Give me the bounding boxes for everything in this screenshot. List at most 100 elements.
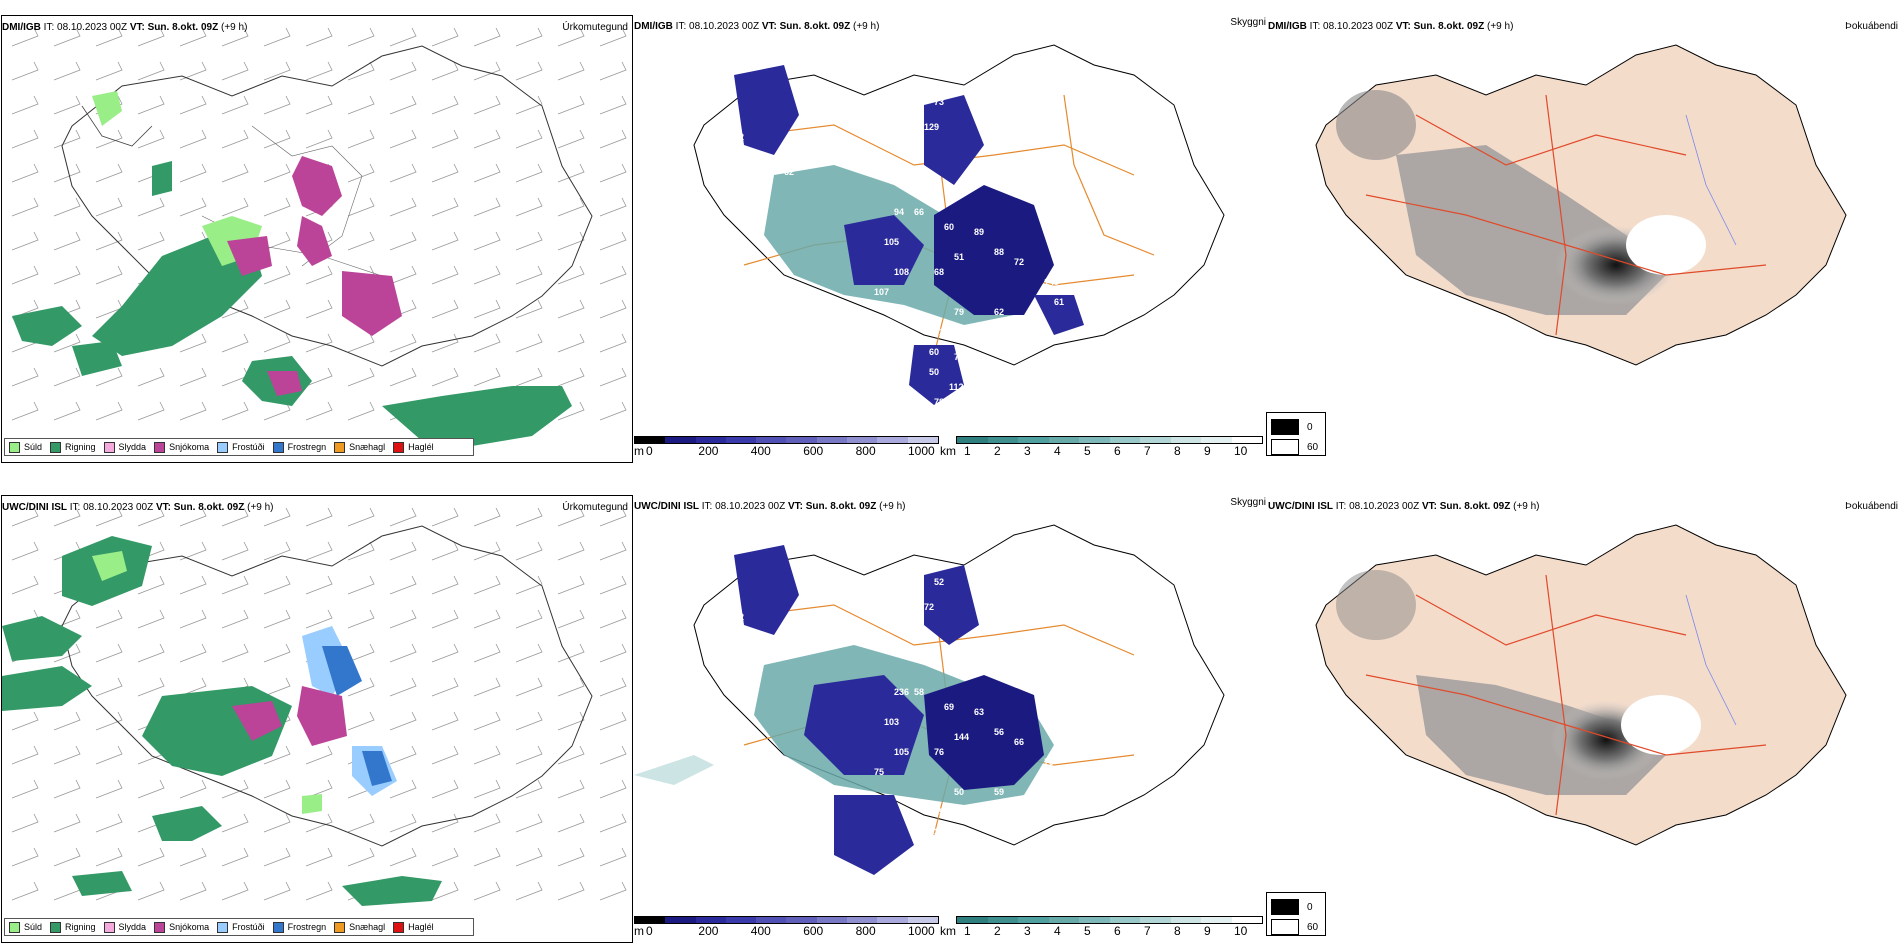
visibility-label: 61 xyxy=(1054,297,1064,307)
wind-barb xyxy=(263,847,291,867)
wind-barb xyxy=(347,541,375,561)
wind-barb xyxy=(53,61,81,81)
colorbar-cell xyxy=(1201,437,1232,443)
wind-barb xyxy=(599,779,627,799)
vis-colorbar-km-1 xyxy=(956,436,1263,444)
wind-barb xyxy=(137,231,165,251)
model-name: DMI/IGB xyxy=(2,22,41,33)
wind-barb xyxy=(11,95,39,115)
visibility-label: 94 xyxy=(894,207,904,217)
legend-label: Frostúði xyxy=(232,442,265,452)
wind-barb xyxy=(137,197,165,217)
wind-barb xyxy=(515,643,543,663)
wind-barb xyxy=(305,95,333,115)
wind-barb xyxy=(11,813,39,833)
wind-barb xyxy=(221,27,249,47)
colorbar-cell xyxy=(1170,917,1201,923)
wind-barb xyxy=(53,27,81,47)
wind-barb xyxy=(557,333,585,353)
precip-title-1: DMI/IGB IT: 08.10.2023 00Z VT: Sun. 8.ok… xyxy=(2,22,247,33)
colorbar-tick: 4 xyxy=(1054,444,1061,458)
wind-barb xyxy=(53,507,81,527)
wind-barb xyxy=(263,677,291,697)
wind-barb xyxy=(221,643,249,663)
wind-barb xyxy=(515,711,543,731)
wind-barb xyxy=(221,881,249,901)
wind-barb xyxy=(389,231,417,251)
wind-barb xyxy=(473,609,501,629)
colorbar-tick: 8 xyxy=(1174,444,1181,458)
wind-barb xyxy=(305,299,333,319)
wind-barb xyxy=(347,367,375,387)
colorbar-tick: 800 xyxy=(855,924,876,938)
legend-swatch xyxy=(272,441,284,453)
it-value: 08.10.2023 00Z xyxy=(57,22,128,33)
legend-label: Snjókoma xyxy=(169,442,210,452)
legend-label: Slydda xyxy=(118,442,147,452)
colorbar-tick: 7 xyxy=(1144,444,1151,458)
wind-barb xyxy=(305,575,333,595)
colorbar-tick: 600 xyxy=(803,444,824,458)
colorbar-cell xyxy=(725,917,757,923)
wind-barb xyxy=(515,197,543,217)
vt-value: Sun. 8.okt. 09Z xyxy=(173,502,245,513)
visibility-label: 89 xyxy=(974,227,984,237)
legend-item-súld: Súld xyxy=(9,441,42,453)
legend-item-frostúði: Frostúði xyxy=(217,921,265,933)
colorbar-cell xyxy=(665,917,696,923)
colorbar-unit: km xyxy=(940,924,956,938)
visibility-label: 88 xyxy=(994,247,1004,257)
visibility-label: 58 xyxy=(914,687,924,697)
wind-barb xyxy=(11,575,39,595)
vt-label: VT: xyxy=(1421,501,1437,512)
visibility-label: 77 xyxy=(969,97,979,107)
wind-barb xyxy=(347,61,375,81)
colorbar-cell xyxy=(816,917,848,923)
legend-label: Haglél xyxy=(408,442,434,452)
wind-barb xyxy=(95,61,123,81)
wind-barb xyxy=(599,609,627,629)
wind-barb xyxy=(599,265,627,285)
fog-legend-item: 0 xyxy=(1271,419,1313,435)
wind-barb xyxy=(347,95,375,115)
wind-barb xyxy=(515,231,543,251)
wind-barb xyxy=(263,27,291,47)
wind-barb xyxy=(473,575,501,595)
visibility-label: 105 xyxy=(884,237,899,247)
visibility-label: 73 xyxy=(929,827,939,837)
colorbar-cell xyxy=(1048,917,1079,923)
wind-barb xyxy=(431,95,459,115)
wind-barb xyxy=(599,745,627,765)
wind-barb xyxy=(179,367,207,387)
wind-barb xyxy=(473,677,501,697)
wind-barb xyxy=(11,61,39,81)
fog-legend-value: 0 xyxy=(1307,901,1313,913)
wind-barb xyxy=(137,61,165,81)
wind-barb xyxy=(305,367,333,387)
visibility-label: 192 xyxy=(929,847,944,857)
legend-item-haglél: Haglél xyxy=(393,921,434,933)
wind-barb xyxy=(557,881,585,901)
legend-swatch xyxy=(50,921,62,933)
colorbar-unit: m xyxy=(634,444,644,458)
wind-barb xyxy=(305,745,333,765)
wind-barb xyxy=(431,367,459,387)
wind-barb xyxy=(53,401,81,421)
visibility-label: 72 xyxy=(1014,257,1024,267)
visibility-label: 105 xyxy=(894,747,909,757)
legend-swatch xyxy=(272,921,284,933)
wind-barb xyxy=(53,333,81,353)
fog-title-1: DMI/IGB IT: 08.10.2023 00Z VT: Sun. 8.ok… xyxy=(1268,21,1513,32)
visibility-label: 798 xyxy=(969,577,984,587)
colorbar-cell xyxy=(957,437,988,443)
wind-barb xyxy=(389,163,417,183)
wind-barb xyxy=(221,507,249,527)
wind-barb xyxy=(515,847,543,867)
colorbar-tick: 400 xyxy=(750,444,771,458)
wind-barb xyxy=(305,541,333,561)
vt-value: Sun. 8.okt. 09Z xyxy=(805,501,877,512)
visibility-map-2: 79 66 52 56 52 72 798 236 58 69 144 76 63 56 66 59 50 95 4… xyxy=(634,524,1225,887)
legend-swatch xyxy=(9,921,20,933)
colorbar-tick: 600 xyxy=(803,924,824,938)
vt-label: VT: xyxy=(155,502,171,513)
